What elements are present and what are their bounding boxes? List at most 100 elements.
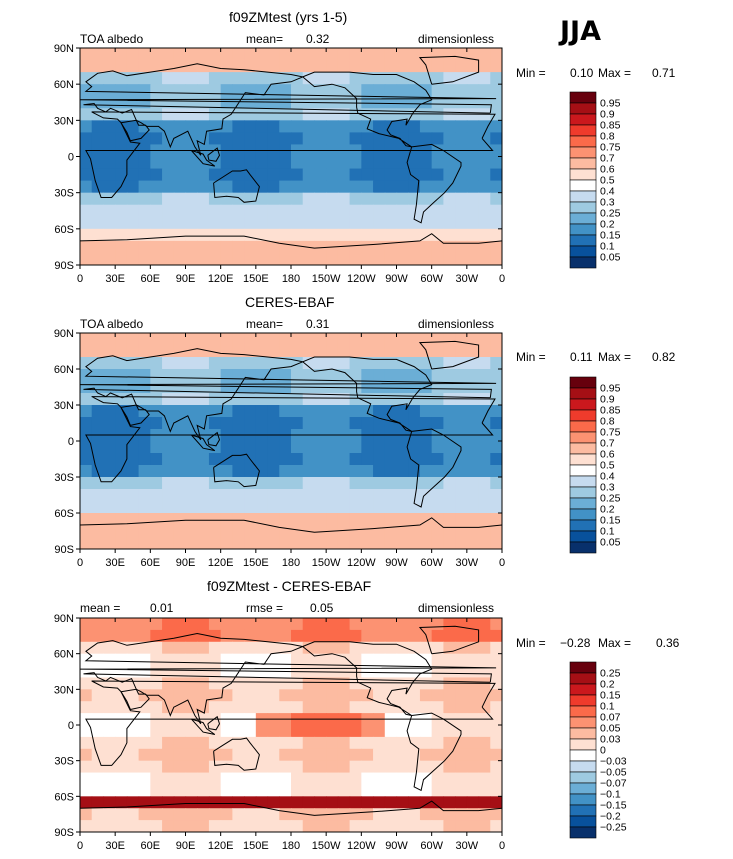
colorbar-level-label: 0.8 <box>600 131 615 143</box>
colorbar-cell <box>569 442 597 455</box>
lon-tick-label: 60W <box>420 273 443 285</box>
lon-tick-label: 120W <box>347 273 376 285</box>
colorbar-level-label: 0.03 <box>600 734 621 746</box>
colorbar-level-label: 0.9 <box>600 109 615 121</box>
mean-label: mean= <box>246 32 284 46</box>
lon-tick-label: 120W <box>347 840 376 852</box>
lat-tick-label: 90S <box>54 827 74 839</box>
colorbar-cell <box>569 694 597 707</box>
colorbar-level-label: −0.07 <box>600 778 627 790</box>
lat-tick-label: 90S <box>54 260 74 272</box>
colorbar-cell <box>569 815 597 828</box>
units-label: dimensionless <box>418 317 495 331</box>
mean-value: 0.31 <box>306 317 330 331</box>
colorbar-cell <box>569 102 597 115</box>
colorbar-cell <box>569 179 597 192</box>
colorbar-level-label: 0.95 <box>600 98 621 110</box>
colorbar-cell <box>569 464 597 477</box>
coastlines <box>80 625 502 816</box>
colorbar-cell <box>569 431 597 444</box>
colorbar-cell <box>569 190 597 203</box>
colorbar-level-label: 0.25 <box>600 668 621 680</box>
colorbar-cell <box>569 223 597 236</box>
lon-tick-label: 0 <box>499 273 505 285</box>
lon-tick-label: 90W <box>385 557 408 569</box>
lat-tick-label: 30S <box>54 756 74 768</box>
colorbar-cell <box>569 245 597 258</box>
lon-tick-label: 150E <box>243 557 269 569</box>
colorbar-cell <box>569 782 597 795</box>
lon-tick-label: 150W <box>312 840 341 852</box>
colorbar: 0.950.90.850.80.750.70.60.50.40.30.250.2… <box>569 376 621 554</box>
lon-tick-label: 120W <box>347 557 376 569</box>
colorbar-cell <box>569 376 597 389</box>
colorbar-cell <box>569 804 597 817</box>
lon-tick-label: 180 <box>282 557 300 569</box>
mean-value: 0.01 <box>150 601 174 615</box>
colorbar-level-label: −0.2 <box>600 811 621 823</box>
colorbar-cell <box>569 420 597 433</box>
lon-tick-label: 60E <box>141 557 161 569</box>
colorbar-cell <box>569 135 597 148</box>
colorbar-level-label: 0.4 <box>600 471 615 483</box>
colorbar-cell <box>569 168 597 181</box>
min-value: 0.10 <box>570 66 594 80</box>
lat-tick-label: 90N <box>54 43 74 55</box>
colorbar-level-label: 0.05 <box>600 537 621 549</box>
lon-tick-label: 150W <box>312 273 341 285</box>
colorbar-cell <box>569 475 597 488</box>
colorbar-cell <box>569 771 597 784</box>
colorbar-cell <box>569 749 597 762</box>
colorbar-level-label: 0.15 <box>600 230 621 242</box>
colorbar-cell <box>569 387 597 400</box>
colorbar-level-label: 0.15 <box>600 690 621 702</box>
colorbar-cell <box>569 124 597 137</box>
lon-tick-label: 180 <box>282 273 300 285</box>
colorbar-cell <box>569 409 597 422</box>
colorbar-level-label: 0.5 <box>600 460 615 472</box>
colorbar-level-label: 0.5 <box>600 175 615 187</box>
colorbar-cell <box>569 793 597 806</box>
colorbar-level-label: 0.75 <box>600 142 621 154</box>
rmse-label: rmse = <box>246 601 284 615</box>
panel-title: f09ZMtest (yrs 1-5) <box>229 9 348 25</box>
colorbar-cell <box>569 212 597 225</box>
lon-tick-label: 60W <box>420 557 443 569</box>
colorbar-level-label: 0.6 <box>600 164 615 176</box>
lon-tick-label: 60W <box>420 840 443 852</box>
colorbar: 0.950.90.850.80.750.70.60.50.40.30.250.2… <box>569 91 621 269</box>
lon-tick-label: 60E <box>141 273 161 285</box>
panel-title: f09ZMtest - CERES-EBAF <box>207 578 372 594</box>
colorbar-level-label: −0.05 <box>600 767 627 779</box>
colorbar-cell <box>569 508 597 521</box>
units-label: dimensionless <box>418 32 495 46</box>
colorbar-level-label: 0.05 <box>600 723 621 735</box>
variable-label: TOA albedo <box>80 317 144 331</box>
max-label: Max = <box>598 66 632 80</box>
colorbar-level-label: −0.15 <box>600 800 627 812</box>
colorbar-level-label: 0.05 <box>600 252 621 264</box>
max-value: 0.82 <box>652 350 676 364</box>
max-label: Max = <box>598 350 632 364</box>
colorbar-cell <box>569 234 597 247</box>
colorbar-level-label: 0.8 <box>600 416 615 428</box>
lon-tick-label: 0 <box>77 557 83 569</box>
lon-tick-label: 180 <box>282 840 300 852</box>
colorbar-cell <box>569 672 597 685</box>
colorbar-cell <box>569 157 597 170</box>
lon-tick-label: 30W <box>456 557 479 569</box>
lat-tick-label: 0 <box>68 436 74 448</box>
colorbar-level-label: 0.25 <box>600 208 621 220</box>
lon-tick-label: 30E <box>105 273 125 285</box>
colorbar-level-label: 0.1 <box>600 526 615 538</box>
lat-tick-label: 90N <box>54 328 74 340</box>
colorbar-level-label: 0.85 <box>600 405 621 417</box>
colorbar-cell <box>569 530 597 543</box>
colorbar-level-label: 0.1 <box>600 241 615 253</box>
coastlines <box>80 340 502 533</box>
units-label: dimensionless <box>418 601 495 615</box>
lat-tick-label: 30N <box>54 684 74 696</box>
